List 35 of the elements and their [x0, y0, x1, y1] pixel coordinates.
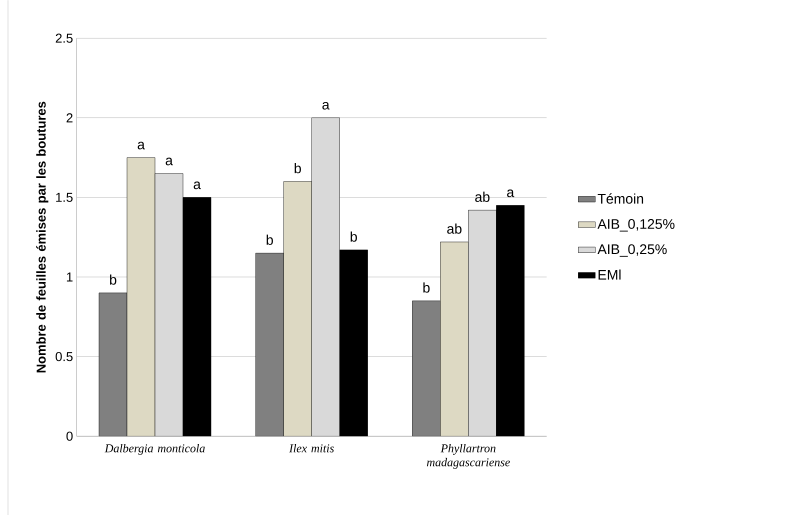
bar [440, 242, 469, 436]
legend-label: EMl [598, 269, 621, 280]
annotation: b [350, 231, 357, 242]
y-tick-label: 1.5 [56, 192, 73, 202]
annotation: a [138, 142, 145, 150]
legend-label: Témoin [598, 193, 644, 204]
annotation: b [110, 274, 116, 285]
annotation: ab [475, 192, 490, 202]
x-tick-label: Dalbergia monticola [104, 444, 205, 455]
annotation: b [294, 162, 301, 174]
bar [255, 252, 284, 436]
y-tick-label: 0 [66, 431, 73, 441]
bar [283, 181, 312, 436]
y-tick-label: 1 [66, 272, 73, 282]
bar [311, 117, 340, 436]
legend-label: AIB_0,25% [597, 244, 667, 257]
y-axis-title: Nombre de feuilles émises par les boutures [36, 102, 48, 372]
bar [126, 157, 156, 436]
y-tick-label: 2 [66, 113, 72, 122]
annotation: a [507, 189, 514, 197]
bar [98, 292, 128, 436]
y-tick-label: 2.5 [56, 33, 73, 43]
annotation: b [423, 282, 430, 292]
annotation: b [266, 234, 273, 245]
bar [154, 173, 184, 436]
annotation: a [194, 181, 201, 190]
x-tick-label: Ilex mitis [289, 444, 334, 452]
annotation: a [166, 157, 173, 166]
annotation: ab [447, 223, 462, 234]
bar [468, 210, 497, 436]
legend-label: AIB_0,125% [597, 218, 674, 232]
annotation: a [322, 102, 330, 110]
y-tick-label: 0.5 [56, 352, 73, 361]
bar [412, 300, 441, 436]
x-tick-label: Phyllartron madagascariense [426, 444, 510, 469]
